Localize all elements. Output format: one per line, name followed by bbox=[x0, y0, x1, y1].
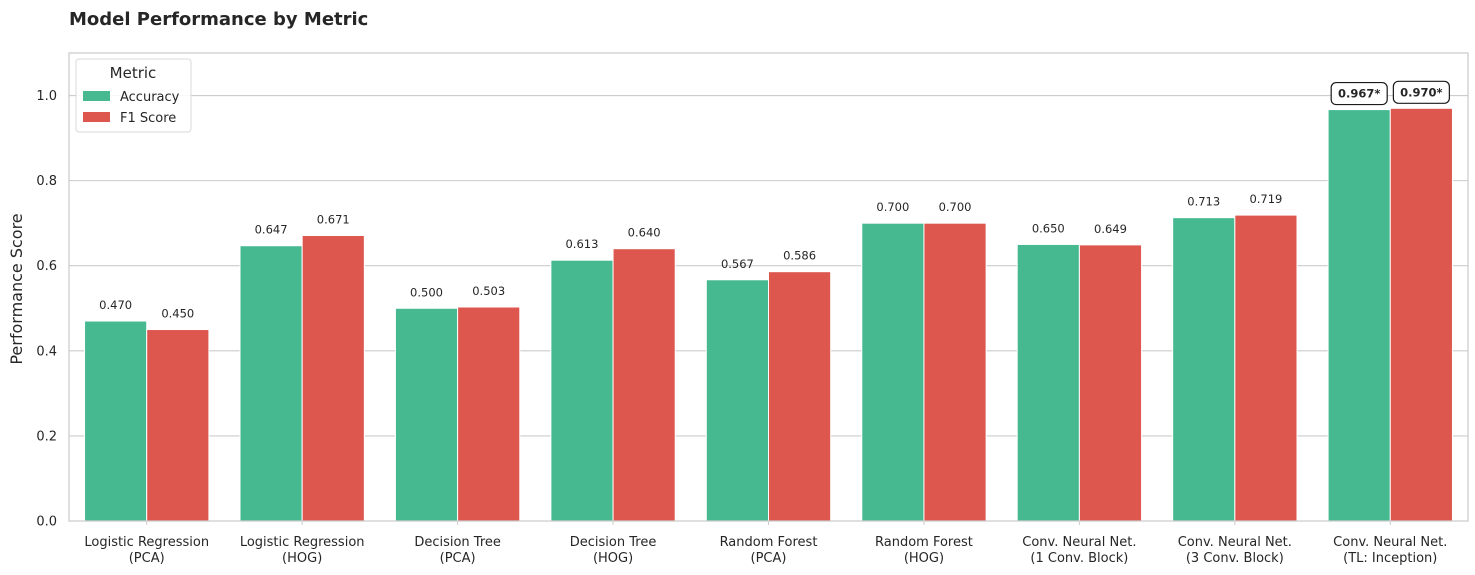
bar-f1-score bbox=[1389, 107, 1453, 522]
value-label-accuracy: 0.967* bbox=[1338, 87, 1380, 101]
bar-f1-score bbox=[301, 235, 365, 522]
value-label-accuracy: 0.500 bbox=[410, 285, 443, 299]
value-label-box bbox=[1330, 81, 1388, 106]
bar-f1-score bbox=[768, 271, 832, 522]
legend-swatch-f1-score bbox=[83, 112, 110, 122]
value-label-f1-score: 0.671 bbox=[317, 213, 350, 227]
y-axis-ticks: 0.0 0.2 0.4 0.6 0.8 1.0 bbox=[36, 89, 57, 529]
x-tick-label: (HOG) bbox=[282, 551, 322, 566]
bar-accuracy bbox=[1172, 217, 1236, 522]
legend-label-accuracy: Accuracy bbox=[120, 90, 180, 105]
x-tick-label: Conv. Neural Net. bbox=[1178, 535, 1292, 550]
value-label-f1-score: 0.640 bbox=[628, 226, 661, 240]
x-tick-label: (PCA) bbox=[129, 551, 165, 566]
y-tick-label: 0.8 bbox=[36, 174, 57, 189]
bar-accuracy bbox=[1016, 243, 1080, 522]
x-tick-label: Decision Tree bbox=[414, 535, 501, 550]
value-labels: 0.470 0.450 0.647 0.671 0.500 0.503 0.613 0.640… bbox=[99, 80, 1450, 321]
x-tick-label: Conv. Neural Net. bbox=[1022, 535, 1136, 550]
bar-accuracy bbox=[705, 279, 769, 522]
bar-f1-score bbox=[146, 329, 210, 522]
x-tick-label: Random Forest bbox=[720, 535, 818, 550]
plot-frame bbox=[68, 52, 1469, 522]
bar-f1-score bbox=[457, 306, 521, 522]
y-tick-label: 0.6 bbox=[36, 259, 57, 274]
value-label-f1-score: 0.700 bbox=[939, 200, 972, 214]
bar-accuracy bbox=[861, 222, 925, 522]
value-label-f1-score: 0.719 bbox=[1249, 192, 1282, 206]
x-axis-ticks: Logistic Regression(PCA)Logistic Regress… bbox=[84, 521, 1447, 566]
value-label-f1-score: 0.586 bbox=[783, 249, 816, 263]
bar-f1-score bbox=[1078, 244, 1143, 522]
value-label-f1-score: 0.649 bbox=[1094, 222, 1127, 236]
x-tick-label: (HOG) bbox=[904, 551, 944, 566]
y-tick-label: 0.0 bbox=[36, 515, 57, 530]
bar-accuracy bbox=[239, 245, 303, 522]
legend-label-f1-score: F1 Score bbox=[120, 111, 176, 126]
value-label-accuracy: 0.470 bbox=[99, 298, 132, 312]
x-tick-label: Logistic Regression bbox=[240, 535, 365, 550]
y-tick-label: 0.4 bbox=[36, 344, 57, 359]
value-label-f1-score: 0.450 bbox=[161, 307, 194, 321]
x-tick-label: Conv. Neural Net. bbox=[1333, 535, 1447, 550]
bar-f1-score bbox=[923, 222, 987, 522]
value-label-accuracy: 0.613 bbox=[565, 237, 598, 251]
value-label-f1-score: 0.970* bbox=[1400, 85, 1442, 99]
chart-title: Model Performance by Metric bbox=[69, 9, 368, 30]
legend: Metric Accuracy F1 Score bbox=[75, 58, 192, 133]
x-tick-label: Decision Tree bbox=[570, 535, 657, 550]
bars bbox=[84, 107, 1453, 522]
legend-title: Metric bbox=[110, 64, 157, 82]
x-tick-label: Logistic Regression bbox=[84, 535, 209, 550]
x-tick-label: (1 Conv. Block) bbox=[1030, 551, 1128, 566]
x-tick-label: (TL: Inception) bbox=[1343, 551, 1437, 566]
bar-accuracy bbox=[1327, 109, 1391, 522]
value-label-accuracy: 0.713 bbox=[1187, 195, 1220, 209]
bar-accuracy bbox=[550, 259, 614, 522]
y-tick-label: 1.0 bbox=[36, 89, 57, 104]
y-tick-label: 0.2 bbox=[36, 429, 57, 444]
legend-swatch-accuracy bbox=[83, 91, 110, 101]
y-axis-label: Performance Score bbox=[7, 213, 26, 364]
value-label-f1-score: 0.503 bbox=[472, 284, 505, 298]
x-tick-label: (HOG) bbox=[593, 551, 633, 566]
bar-accuracy bbox=[84, 320, 148, 522]
bar-accuracy bbox=[394, 307, 459, 522]
value-label-accuracy: 0.700 bbox=[876, 200, 909, 214]
value-label-box bbox=[1392, 80, 1450, 104]
bar-f1-score bbox=[612, 248, 676, 522]
x-tick-label: (PCA) bbox=[440, 551, 476, 566]
value-label-accuracy: 0.647 bbox=[255, 223, 288, 237]
x-tick-label: (3 Conv. Block) bbox=[1186, 551, 1284, 566]
value-label-accuracy: 0.567 bbox=[721, 257, 754, 271]
bar-f1-score bbox=[1234, 214, 1298, 522]
value-label-accuracy: 0.650 bbox=[1032, 221, 1065, 235]
x-tick-label: Random Forest bbox=[875, 535, 973, 550]
x-tick-label: (PCA) bbox=[751, 551, 787, 566]
